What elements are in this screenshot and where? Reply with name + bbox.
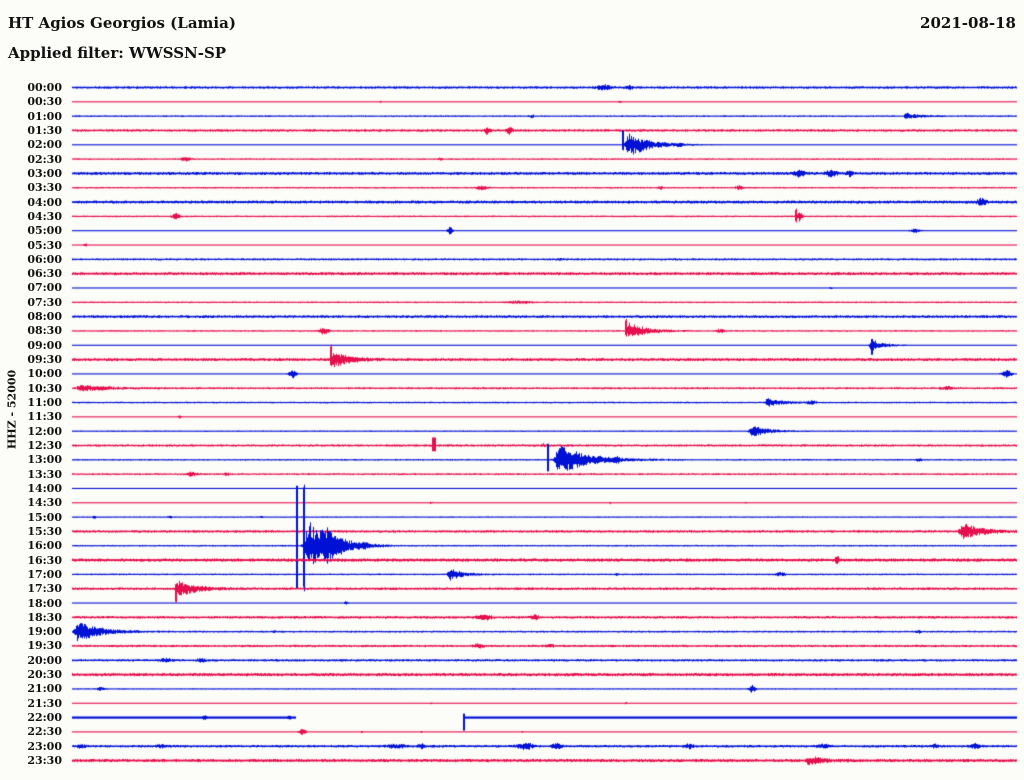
helicorder-canvas [0,0,1024,780]
